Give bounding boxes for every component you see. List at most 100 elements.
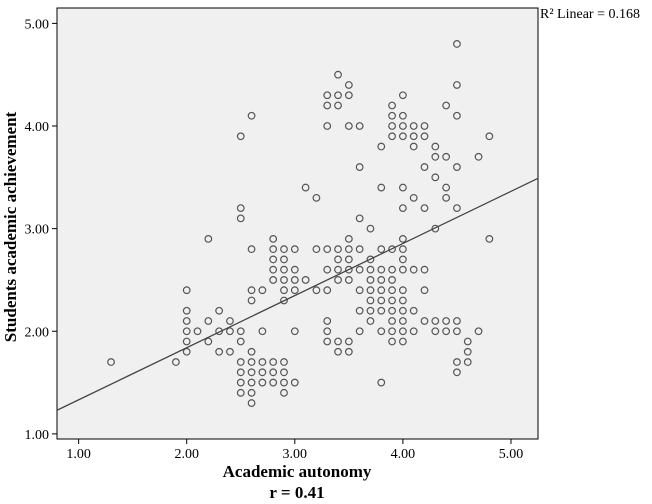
data-point bbox=[280, 286, 288, 295]
data-point bbox=[431, 224, 440, 233]
data-point bbox=[182, 327, 191, 336]
data-point bbox=[323, 122, 332, 130]
data-point bbox=[323, 317, 332, 325]
data-point bbox=[355, 245, 364, 254]
data-point bbox=[236, 368, 245, 377]
data-point bbox=[280, 276, 288, 284]
data-point bbox=[323, 327, 332, 336]
data-point bbox=[398, 111, 407, 120]
r-squared-annotation: R² Linear = 0.168 bbox=[540, 7, 640, 22]
data-point bbox=[398, 306, 407, 315]
data-point bbox=[258, 327, 267, 336]
data-point bbox=[107, 358, 115, 366]
data-point bbox=[182, 347, 191, 356]
data-point bbox=[377, 245, 386, 254]
data-point bbox=[388, 111, 396, 120]
data-point bbox=[453, 204, 461, 213]
data-point bbox=[269, 234, 278, 243]
data-point bbox=[453, 368, 461, 377]
data-point bbox=[366, 286, 375, 295]
data-point bbox=[420, 286, 429, 295]
data-point bbox=[355, 122, 364, 130]
data-point bbox=[377, 183, 386, 192]
data-point bbox=[398, 286, 407, 295]
data-point bbox=[398, 327, 407, 336]
data-point bbox=[420, 122, 429, 130]
data-point bbox=[453, 81, 461, 89]
data-point bbox=[485, 234, 494, 243]
data-point bbox=[442, 327, 451, 336]
data-point bbox=[280, 296, 288, 305]
data-point bbox=[388, 245, 396, 254]
data-point bbox=[388, 132, 396, 141]
data-point bbox=[442, 193, 451, 202]
data-point bbox=[388, 265, 396, 274]
fit-line bbox=[56, 177, 539, 411]
data-point bbox=[204, 234, 213, 243]
data-point bbox=[269, 378, 278, 387]
data-point bbox=[236, 378, 245, 387]
caption: r = 0.41 bbox=[269, 483, 324, 502]
data-point bbox=[226, 327, 234, 336]
data-point bbox=[323, 91, 332, 100]
data-point bbox=[344, 91, 353, 100]
data-point bbox=[247, 111, 256, 120]
y-tick-label: 1.00 bbox=[25, 428, 50, 443]
data-point bbox=[453, 40, 461, 48]
data-point bbox=[420, 204, 429, 213]
data-point bbox=[344, 81, 353, 89]
data-point bbox=[204, 317, 213, 325]
data-point bbox=[398, 132, 407, 141]
data-point bbox=[236, 337, 245, 346]
data-point bbox=[355, 327, 364, 336]
data-point bbox=[334, 91, 342, 100]
data-point bbox=[398, 265, 407, 274]
data-point bbox=[398, 317, 407, 325]
data-point bbox=[236, 358, 245, 366]
data-point bbox=[182, 286, 191, 295]
data-point bbox=[377, 378, 386, 387]
y-tick-label: 4.00 bbox=[25, 120, 50, 135]
data-point bbox=[409, 132, 418, 141]
data-point bbox=[269, 276, 278, 284]
plot-background bbox=[56, 7, 539, 440]
data-point bbox=[409, 306, 418, 315]
data-point bbox=[258, 286, 267, 295]
data-point bbox=[193, 327, 202, 336]
x-tick-label: 5.00 bbox=[499, 447, 524, 462]
data-point bbox=[409, 142, 418, 151]
data-point bbox=[431, 152, 440, 161]
x-tick-label: 4.00 bbox=[391, 447, 416, 462]
data-point bbox=[388, 296, 396, 305]
data-point bbox=[355, 265, 364, 274]
data-point bbox=[366, 296, 375, 305]
y-axis-ticks: 1.00 2.00 3.00 4.00 5.00 bbox=[25, 17, 57, 443]
data-point bbox=[280, 368, 288, 377]
data-point bbox=[344, 265, 353, 274]
data-point bbox=[420, 317, 429, 325]
data-point bbox=[258, 368, 267, 377]
data-point bbox=[323, 286, 332, 295]
data-point bbox=[290, 276, 299, 284]
data-point bbox=[301, 183, 310, 192]
data-point bbox=[334, 70, 342, 79]
data-point bbox=[182, 317, 191, 325]
data-point bbox=[366, 265, 375, 274]
data-point bbox=[398, 91, 407, 100]
data-point bbox=[312, 245, 321, 254]
data-point bbox=[377, 286, 386, 295]
data-point bbox=[355, 286, 364, 295]
data-point bbox=[280, 388, 288, 397]
data-point bbox=[290, 245, 299, 254]
data-point bbox=[442, 152, 451, 161]
data-point bbox=[226, 317, 234, 325]
data-point bbox=[334, 101, 342, 110]
data-point bbox=[312, 193, 321, 202]
y-tick-label: 5.00 bbox=[25, 17, 50, 32]
data-point bbox=[290, 265, 299, 274]
data-point bbox=[290, 327, 299, 336]
data-point bbox=[215, 306, 224, 315]
data-point bbox=[398, 204, 407, 213]
data-point bbox=[258, 358, 267, 366]
